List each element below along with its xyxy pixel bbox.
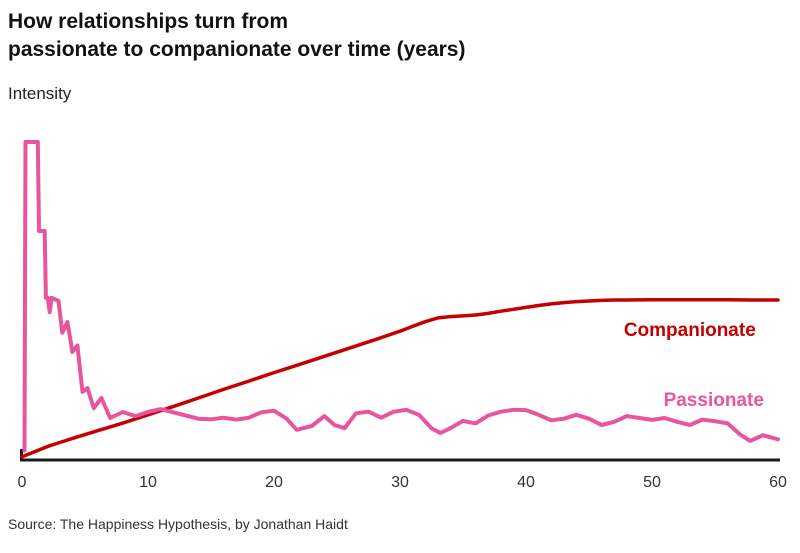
svg-text:30: 30: [391, 474, 409, 491]
companionate-series-label: Companionate: [623, 319, 756, 341]
svg-text:0: 0: [18, 474, 27, 491]
passionate-series-label: Passionate: [663, 389, 764, 411]
svg-text:40: 40: [517, 474, 535, 491]
svg-text:60: 60: [769, 474, 787, 491]
svg-text:50: 50: [643, 474, 661, 491]
chart-title-line2: passionate to companionate over time (ye…: [8, 38, 466, 62]
line-chart: 0 10 20 30 40 50 60: [18, 140, 787, 491]
chart-title: How relationships turn from passionate t…: [8, 8, 465, 65]
y-axis-label: Intensity: [8, 84, 72, 103]
svg-text:10: 10: [139, 474, 157, 491]
chart-title-line1: How relationships turn from: [8, 10, 289, 33]
chart-area: 0 10 20 30 40 50 60 Companionate Passionate: [0, 112, 800, 504]
svg-text:20: 20: [265, 474, 283, 491]
source-text: Source: The Happiness Hypothesis, by Jon…: [8, 516, 348, 532]
